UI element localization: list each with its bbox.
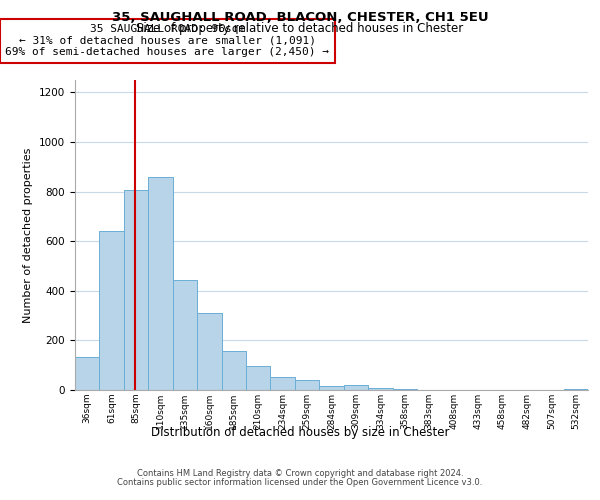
Bar [344,384,368,390]
Text: Size of property relative to detached houses in Chester: Size of property relative to detached ho… [136,22,464,35]
Text: Contains public sector information licensed under the Open Government Licence v3: Contains public sector information licen… [118,478,482,487]
Bar [75,356,100,390]
Bar [148,176,173,390]
Bar [319,386,344,390]
Y-axis label: Number of detached properties: Number of detached properties [23,148,34,322]
Text: 35 SAUGHALL ROAD: 96sqm
← 31% of detached houses are smaller (1,091)
69% of semi: 35 SAUGHALL ROAD: 96sqm ← 31% of detache… [5,24,329,58]
Bar [368,388,392,390]
Text: Contains HM Land Registry data © Crown copyright and database right 2024.: Contains HM Land Registry data © Crown c… [137,468,463,477]
Bar [124,190,148,390]
Bar [100,232,124,390]
Bar [197,313,221,390]
Bar [271,377,295,390]
Bar [246,366,271,390]
Bar [221,351,246,390]
Text: 35, SAUGHALL ROAD, BLACON, CHESTER, CH1 5EU: 35, SAUGHALL ROAD, BLACON, CHESTER, CH1 … [112,11,488,24]
Text: Distribution of detached houses by size in Chester: Distribution of detached houses by size … [151,426,449,439]
Bar [173,280,197,390]
Bar [392,389,417,390]
Bar [295,380,319,390]
